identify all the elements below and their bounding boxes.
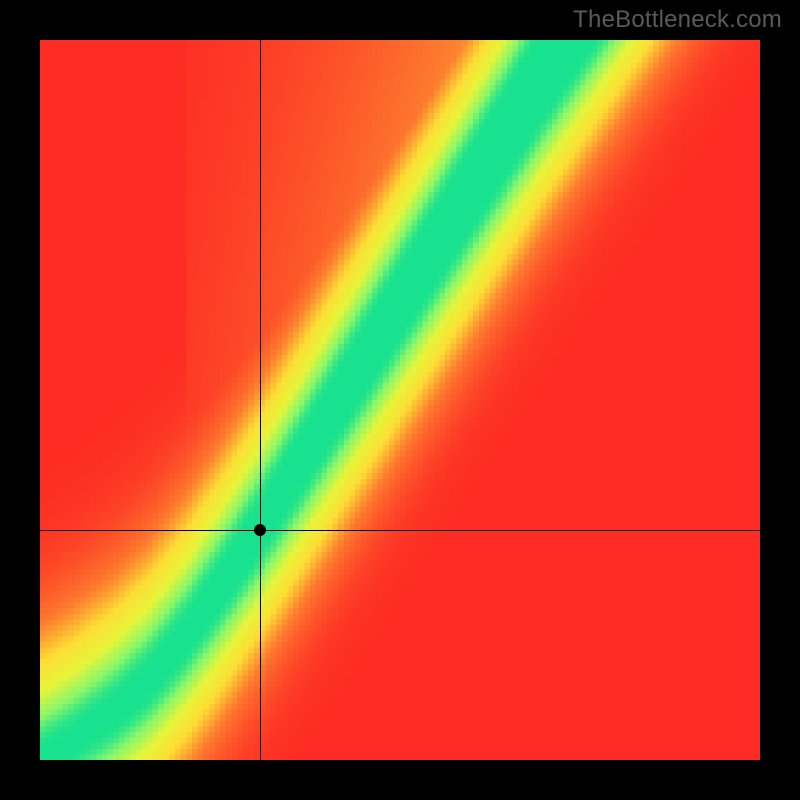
chart-frame: TheBottleneck.com: [0, 0, 800, 800]
heatmap-plot: [40, 40, 760, 760]
crosshair-marker: [254, 524, 266, 536]
watermark-text: TheBottleneck.com: [573, 6, 782, 34]
crosshair-horizontal: [40, 530, 760, 531]
crosshair-vertical: [260, 40, 261, 760]
heatmap-canvas: [40, 40, 760, 760]
